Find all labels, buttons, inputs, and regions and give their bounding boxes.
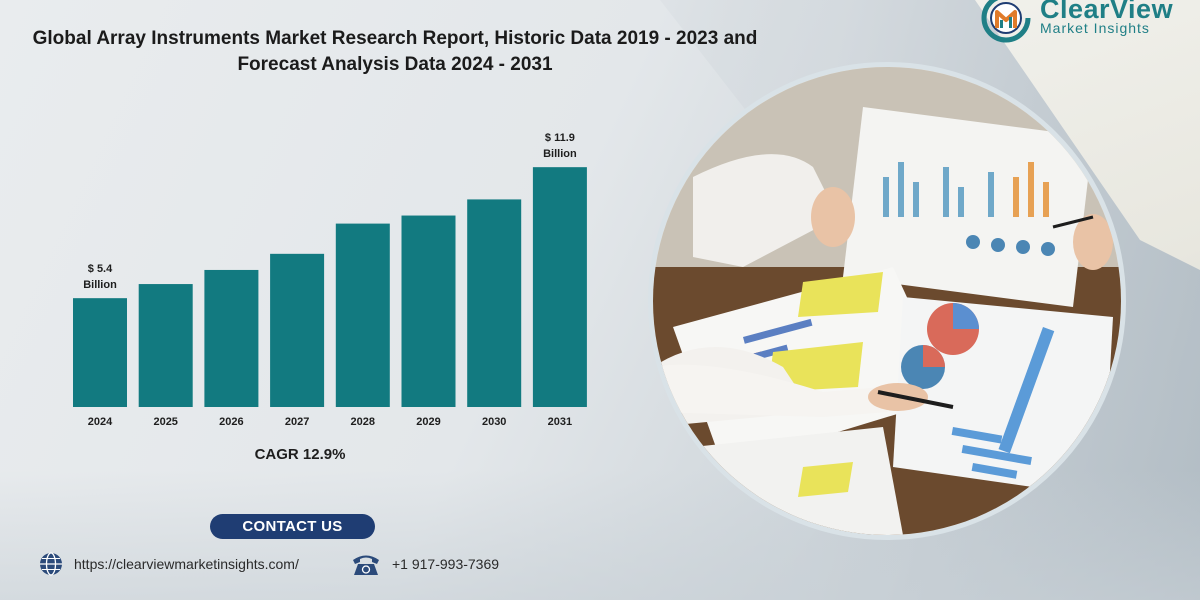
x-tick-label: 2029 xyxy=(416,416,440,428)
page-title: Global Array Instruments Market Research… xyxy=(10,26,780,78)
business-meeting-photo xyxy=(648,62,1126,540)
x-tick-label: 2025 xyxy=(153,416,177,428)
globe-icon xyxy=(40,552,62,576)
logo-name: ClearView xyxy=(1040,0,1174,24)
data-label-unit: Billion xyxy=(83,279,117,291)
cagr-label: CAGR 12.9% xyxy=(254,446,346,463)
website-contact[interactable]: https://clearviewmarketinsights.com/ xyxy=(38,551,299,577)
phone-number[interactable]: +1 917-993-7369 xyxy=(392,556,500,572)
title-line-2: Forecast Analysis Data 2024 - 2031 xyxy=(237,54,553,75)
data-label: $ 11.9 xyxy=(545,132,575,144)
data-label: $ 5.4 xyxy=(88,263,113,275)
bar-2028 xyxy=(335,223,390,407)
title-line-1: Global Array Instruments Market Research… xyxy=(32,28,758,49)
bar-2030 xyxy=(467,199,522,407)
bar-2026 xyxy=(204,269,259,407)
x-tick-label: 2024 xyxy=(88,416,113,428)
x-tick-label: 2026 xyxy=(219,416,243,428)
telephone-icon xyxy=(353,555,379,575)
x-tick-label: 2031 xyxy=(548,416,572,428)
bar-chart: 2024 2025 2026 2027 2028 2029 2030 2031 $ 5.4 Bil… xyxy=(73,132,587,428)
bar-2024 xyxy=(73,298,127,407)
website-link[interactable]: https://clearviewmarketinsights.com/ xyxy=(74,556,299,572)
x-tick-label: 2027 xyxy=(285,416,309,428)
bar-2025 xyxy=(138,284,193,407)
logo xyxy=(981,0,1031,43)
x-tick-label: 2028 xyxy=(351,416,375,428)
data-label-unit: Billion xyxy=(543,148,577,160)
bar-2031 xyxy=(532,167,587,407)
bar-2029 xyxy=(401,215,456,407)
logo-subtitle: Market Insights xyxy=(1040,20,1150,36)
logo-mark-icon xyxy=(981,0,1031,43)
x-tick-label: 2030 xyxy=(482,416,506,428)
phone-contact[interactable]: +1 917-993-7369 xyxy=(350,551,499,577)
bar-2027 xyxy=(270,253,325,407)
contact-us-button[interactable]: CONTACT US xyxy=(210,514,375,539)
